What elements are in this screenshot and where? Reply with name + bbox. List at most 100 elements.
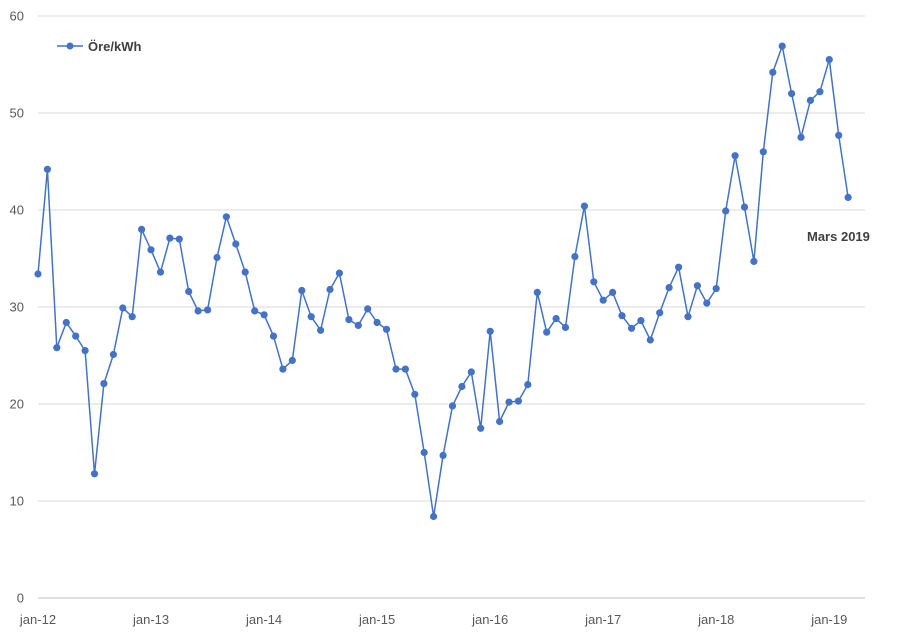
- legend: Öre/kWh: [57, 39, 142, 54]
- x-tick-label-jan-15: jan-15: [358, 612, 395, 627]
- data-point: [778, 42, 786, 50]
- data-point: [345, 316, 353, 324]
- data-point: [194, 307, 202, 315]
- data-point: [675, 263, 683, 271]
- data-point: [835, 131, 843, 139]
- data-point: [448, 402, 457, 410]
- data-point: [769, 68, 777, 76]
- data-point: [185, 287, 193, 296]
- data-point: [401, 365, 409, 373]
- data-point: [354, 321, 362, 329]
- data-point: [430, 512, 438, 521]
- data-point: [505, 398, 513, 406]
- data-point: [72, 332, 80, 340]
- data-point: [571, 253, 579, 261]
- series-line: [37, 45, 849, 518]
- data-point: [590, 278, 598, 286]
- data-point: [816, 88, 824, 96]
- data-point: [524, 381, 532, 389]
- data-point: [486, 327, 494, 335]
- data-point: [382, 325, 391, 333]
- data-point: [204, 306, 212, 314]
- data-point: [90, 470, 99, 478]
- data-point: [458, 382, 466, 391]
- x-tick-label-jan-19: jan-19: [810, 612, 847, 627]
- data-point: [100, 380, 108, 388]
- data-point: [496, 417, 504, 426]
- data-point: [788, 90, 796, 98]
- data-point: [373, 318, 381, 327]
- gridlines: [38, 15, 865, 599]
- data-point: [646, 336, 654, 344]
- data-point: [147, 246, 155, 254]
- legend-label: Öre/kWh: [88, 39, 142, 54]
- data-point: [533, 288, 541, 296]
- data-point: [288, 356, 296, 364]
- data-point: [609, 288, 617, 296]
- data-point: [119, 304, 127, 312]
- y-tick-label-30: 30: [10, 300, 24, 315]
- data-point: [62, 318, 70, 327]
- data-point: [514, 397, 523, 405]
- data-point: [241, 268, 249, 276]
- data-point: [543, 328, 551, 336]
- series-ore-kwh: [34, 42, 852, 521]
- data-point: [844, 193, 852, 201]
- data-point: [279, 365, 287, 373]
- y-tick-label-0: 0: [17, 591, 24, 606]
- data-point: [232, 240, 240, 248]
- data-point: [665, 284, 673, 292]
- data-point: [43, 165, 52, 173]
- data-point: [637, 317, 645, 325]
- data-point: [34, 270, 42, 278]
- data-point: [81, 347, 89, 355]
- data-point: [477, 424, 485, 432]
- data-point: [552, 315, 560, 323]
- data-point: [298, 286, 306, 295]
- data-point: [317, 326, 325, 334]
- data-point: [222, 213, 230, 221]
- data-point: [175, 235, 183, 243]
- data-point: [561, 323, 570, 331]
- x-tick-label-jan-12: jan-12: [19, 612, 56, 627]
- data-point: [825, 56, 833, 64]
- x-axis-tick-labels: jan-12 jan-13 jan-14 jan-15 jan-16 jan-17 jan-…: [19, 612, 847, 627]
- data-point: [806, 96, 815, 104]
- data-point: [740, 203, 749, 211]
- data-point: [759, 148, 767, 156]
- data-point: [326, 285, 334, 294]
- data-point: [693, 282, 702, 290]
- data-point: [627, 324, 636, 332]
- data-point: [213, 253, 221, 262]
- data-point: [392, 365, 400, 373]
- x-tick-label-jan-13: jan-13: [132, 612, 169, 627]
- y-tick-label-20: 20: [10, 397, 24, 412]
- data-point: [109, 350, 117, 359]
- data-point: [656, 309, 664, 317]
- data-point: [156, 268, 165, 276]
- data-point: [307, 313, 315, 321]
- y-tick-label-10: 10: [10, 494, 24, 509]
- y-axis-tick-labels: 0 10 20 30 40 50 60: [10, 9, 24, 606]
- y-tick-label-60: 60: [10, 9, 24, 24]
- data-point: [411, 390, 419, 398]
- data-point: [138, 225, 146, 233]
- data-point: [703, 299, 711, 307]
- annotation-label: Mars 2019: [807, 229, 870, 244]
- data-point: [260, 311, 268, 319]
- data-point: [439, 451, 447, 459]
- data-point: [269, 332, 278, 340]
- x-tick-label-jan-18: jan-18: [697, 612, 734, 627]
- data-point: [797, 133, 805, 141]
- data-point: [420, 448, 428, 457]
- data-point: [722, 207, 730, 215]
- data-point: [335, 269, 343, 277]
- data-point: [128, 313, 136, 321]
- data-point: [53, 344, 61, 352]
- x-tick-label-jan-14: jan-14: [245, 612, 282, 627]
- x-tick-label-jan-16: jan-16: [471, 612, 508, 627]
- data-point: [467, 368, 475, 376]
- legend-marker: [66, 42, 74, 50]
- data-point: [731, 152, 739, 160]
